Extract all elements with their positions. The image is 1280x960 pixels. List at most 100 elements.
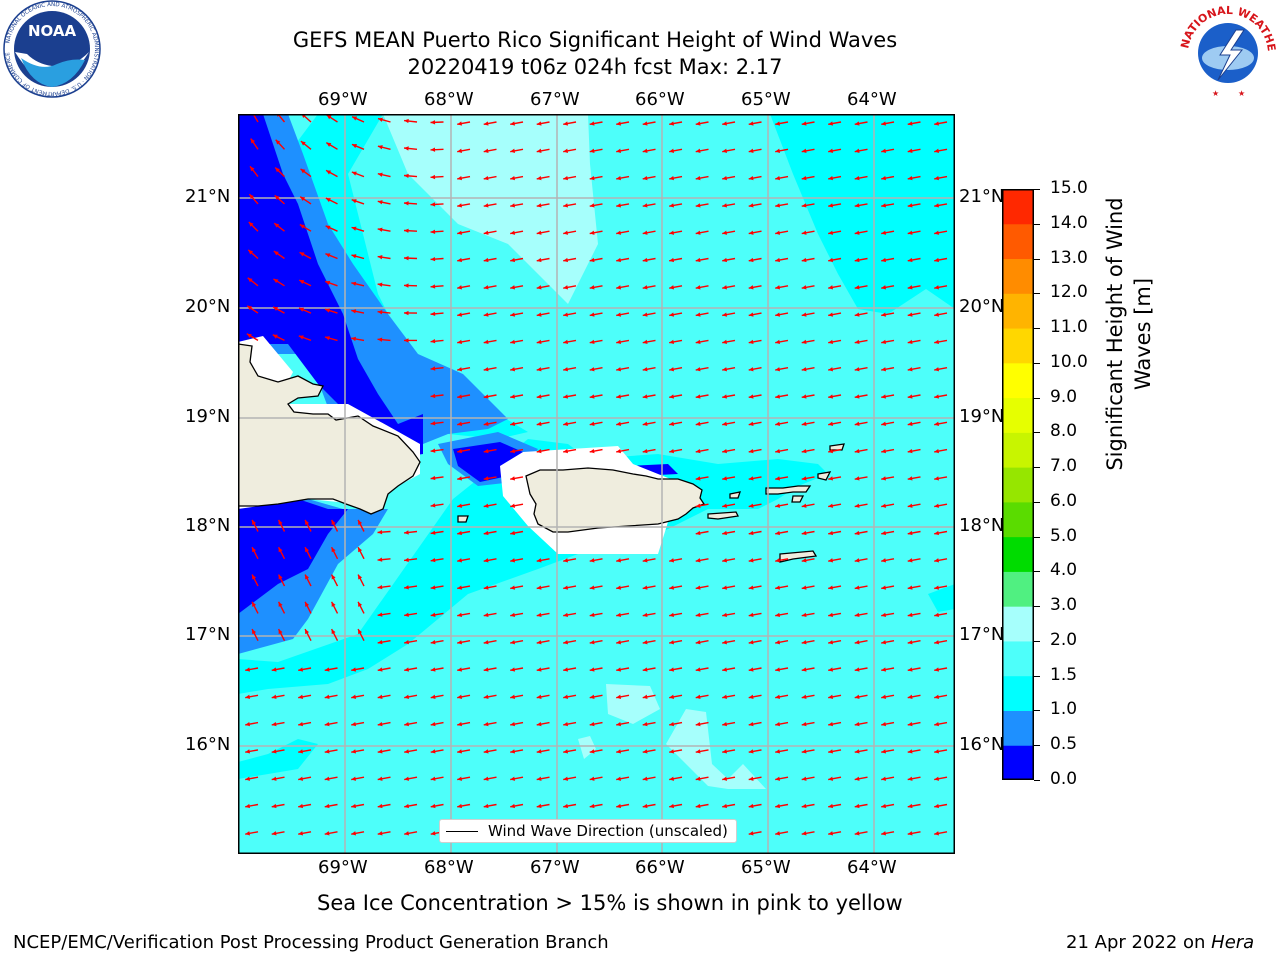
wind-arrow-head — [430, 147, 436, 152]
wind-arrow-head — [722, 175, 728, 181]
wind-arrow-head — [245, 667, 251, 672]
wind-arrow-head — [430, 311, 436, 317]
wind-arrow-head — [305, 601, 310, 607]
wind-arrow-head — [563, 257, 569, 263]
wind-arrow-head — [695, 448, 701, 454]
wind-arrow-head — [404, 173, 409, 179]
wind-arrow-head — [828, 749, 834, 754]
wind-arrow-head — [934, 612, 940, 618]
wind-arrow-head — [589, 421, 595, 426]
wind-arrow-head — [298, 667, 304, 672]
wind-arrow-head — [563, 640, 569, 645]
wind-arrow-head — [273, 306, 279, 311]
wind-arrow-head — [351, 803, 357, 809]
wind-arrow-head — [563, 230, 569, 235]
wind-arrow-head — [828, 421, 834, 426]
wind-arrow-head — [245, 776, 251, 781]
wind-arrow-head — [563, 367, 569, 372]
wind-arrow-head — [377, 200, 383, 205]
wind-arrow-head — [642, 339, 648, 345]
wind-arrow-head — [510, 121, 516, 126]
wind-arrow-head — [642, 558, 648, 563]
wind-arrow-head — [695, 148, 701, 153]
wind-arrow-head — [483, 503, 489, 508]
wind-arrow-head — [669, 394, 675, 399]
wind-arrow-head — [828, 585, 834, 590]
wind-arrow-head — [483, 285, 489, 290]
wind-arrow-head — [828, 503, 834, 508]
wind-arrow-head — [271, 776, 277, 781]
colorbar-bin — [1002, 189, 1034, 225]
wind-arrow-head — [483, 367, 489, 372]
wind-arrow-head — [457, 448, 463, 454]
wind-arrow-head — [589, 175, 595, 181]
wind-arrow-head — [358, 574, 363, 580]
wind-arrow-head — [669, 367, 675, 372]
wind-arrow-head — [854, 339, 860, 345]
lon-label-top: 65°W — [741, 89, 791, 110]
wind-arrow-head — [801, 312, 807, 317]
sea-ice-note: Sea Ice Concentration > 15% is shown in … — [317, 891, 903, 915]
wind-arrow-head — [722, 776, 728, 781]
lon-label-bottom: 64°W — [847, 857, 897, 878]
colorbar-tick-mark — [1034, 362, 1040, 364]
colorbar-bin — [1002, 675, 1034, 711]
wind-arrow-head — [907, 175, 913, 181]
wind-arrow-head — [881, 367, 887, 372]
nws-logo: NATIONAL WEATHER SERVICE ★ ★ — [1176, 0, 1278, 98]
wind-arrow-head — [748, 585, 754, 590]
wind-arrow-head — [510, 448, 516, 454]
wind-arrow-head — [300, 196, 306, 201]
wind-arrow-head — [722, 148, 728, 153]
wind-arrow-head — [430, 229, 436, 234]
wind-arrow-head — [934, 421, 940, 426]
wind-arrow-head — [351, 309, 357, 314]
colorbar-tick-mark — [1034, 780, 1040, 781]
wind-arrow-head — [404, 118, 409, 124]
wind-arrow-head — [563, 339, 569, 345]
wind-arrow-head — [430, 202, 436, 207]
wind-arrow-head — [563, 585, 569, 590]
wind-arrow-head — [775, 339, 781, 345]
wind-arrow-head — [589, 203, 595, 208]
wind-arrow-head — [483, 257, 489, 263]
wind-arrow-head — [881, 421, 887, 426]
wind-arrow-head — [907, 667, 913, 672]
wind-arrow-head — [854, 203, 860, 208]
wind-arrow-head — [907, 776, 913, 781]
wind-arrow-head — [252, 519, 257, 525]
wind-arrow-head — [377, 831, 383, 836]
colorbar-tick-mark — [1034, 328, 1040, 330]
wind-arrow-head — [907, 694, 913, 699]
wind-arrow-head — [351, 749, 357, 754]
colorbar-tick-label: 14.0 — [1050, 212, 1088, 233]
wind-arrow-head — [669, 667, 675, 672]
wind-arrow-head — [695, 367, 701, 372]
wind-arrow-head — [748, 448, 754, 454]
wind-arrow-head — [248, 222, 254, 227]
wind-arrow-head — [934, 285, 940, 290]
wind-arrow-head — [881, 175, 887, 181]
colorbar-tick-label: 12.0 — [1050, 282, 1088, 303]
wind-arrow-head — [934, 640, 940, 645]
wind-arrow-head — [589, 394, 595, 399]
wind-arrow-head — [457, 612, 463, 618]
colorbar-bin — [1002, 258, 1034, 294]
wind-arrow-head — [801, 230, 807, 235]
colorbar-tick-mark — [1034, 258, 1040, 260]
wind-arrow-head — [934, 203, 940, 208]
wind-arrow-head — [457, 694, 463, 699]
wind-arrow-head — [536, 175, 542, 181]
wind-arrow-head — [325, 198, 331, 203]
wind-arrow-head — [854, 694, 860, 699]
wind-arrow-head — [563, 448, 569, 454]
wind-arrow-head — [510, 530, 516, 536]
wind-arrow-head — [642, 394, 648, 399]
wind-arrow-head — [563, 776, 569, 781]
wind-arrow-head — [642, 640, 648, 645]
wind-arrow-head — [854, 367, 860, 372]
ocean-1.0-1.5-band — [238, 739, 318, 779]
colorbar-tick-label: 0.5 — [1050, 734, 1078, 755]
wind-arrow-head — [907, 448, 913, 454]
colorbar-frame — [1002, 189, 1034, 780]
